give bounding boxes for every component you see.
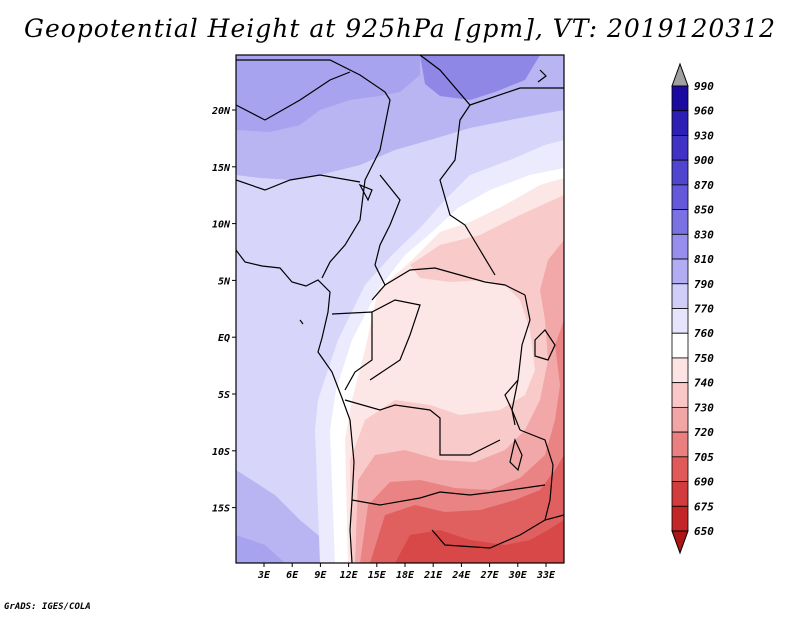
border-mali	[236, 71, 351, 121]
border-drc-east	[511, 294, 531, 431]
lon-label: 30E	[508, 570, 528, 581]
colorbar-label: 870	[694, 179, 714, 192]
colorbar-label: 790	[694, 278, 714, 291]
border-namibia-angola	[351, 484, 546, 506]
height-field	[236, 55, 564, 563]
colorbar-cell	[671, 110, 689, 136]
latitude-axis: 20N 15N 10N 5N EQ 5S 10S 15S	[211, 106, 236, 515]
lon-label: 27E	[480, 570, 500, 581]
border-angola	[344, 399, 501, 456]
longitude-axis: 3E 6E 9E 12E 15E 18E 21E 24E 27E 30E 33E	[257, 563, 556, 581]
colorbar-label: 930	[694, 129, 714, 142]
lake-malawi	[509, 438, 523, 472]
colorbar-label: 990	[694, 80, 714, 93]
colorbar-cell	[671, 431, 689, 458]
colorbar-cell	[671, 456, 689, 482]
lat-label: 20N	[211, 106, 231, 117]
colorbar-label: 690	[694, 476, 714, 489]
colorbar-label: 900	[694, 154, 714, 167]
border-niger-chad	[236, 59, 391, 279]
colorbar-cell	[671, 308, 689, 334]
colorbar-cell	[671, 505, 689, 532]
border-botswana	[431, 514, 564, 549]
field-band-830	[236, 55, 420, 132]
colorbar-cell	[671, 159, 689, 186]
lon-label: 24E	[451, 570, 471, 581]
colorbar-cell	[671, 382, 689, 408]
colorbar-label: 810	[694, 253, 714, 266]
lon-label: 9E	[314, 570, 327, 581]
chart-title: Geopotential Height at 925hPa [gpm], VT:…	[23, 14, 777, 43]
border-mozambique	[519, 429, 554, 521]
map-frame	[235, 54, 565, 564]
colorbar-cell	[671, 258, 689, 285]
lon-label: 21E	[423, 570, 443, 581]
colorbar-label: 730	[694, 401, 714, 414]
colorbar-cell	[671, 209, 689, 235]
border-niger-nigeria	[236, 174, 361, 191]
colorbar-top-arrow	[671, 62, 689, 87]
colorbar-cell	[671, 184, 689, 211]
lon-label: 18E	[396, 570, 415, 581]
field-band-690	[395, 520, 564, 563]
colorbar-label: 960	[694, 105, 714, 118]
colorbar-cell	[671, 406, 689, 433]
lake-chad	[358, 183, 373, 202]
colorbar-label: 705	[694, 451, 714, 464]
lon-label: 3E	[257, 570, 271, 581]
lon-label: 15E	[368, 570, 387, 581]
colorbar-label: 740	[694, 377, 714, 390]
lat-label: 5N	[218, 276, 231, 287]
lat-label: 15S	[212, 504, 230, 515]
border-gabon-congo	[331, 311, 373, 391]
field-band-830-sw	[236, 535, 285, 563]
lake-victoria	[534, 329, 556, 361]
colorbar-label: 750	[694, 352, 714, 365]
colorbar-cell	[671, 283, 689, 309]
lat-label: 10S	[212, 447, 230, 458]
colorbar-label: 850	[694, 204, 714, 217]
colorbar-cell	[671, 481, 689, 507]
colorbar-label: 650	[694, 525, 714, 538]
border-car	[384, 267, 526, 296]
coastline-west	[236, 249, 355, 563]
colorbar-label: 720	[694, 426, 714, 439]
field-band-810-sw	[236, 470, 345, 563]
lon-label: 12E	[340, 570, 359, 581]
colorbar-label: 830	[694, 228, 714, 241]
lake-tanganyika	[504, 379, 519, 426]
border-congo-drc	[369, 299, 421, 381]
colorbar-label: 675	[694, 500, 714, 513]
colorbar-label: 770	[694, 303, 714, 316]
colorbar-bottom-arrow	[671, 530, 689, 555]
colorbar-label: 760	[694, 327, 714, 340]
lat-label: EQ	[218, 333, 230, 344]
colorbar-cell	[671, 357, 689, 384]
lat-label: 5S	[218, 390, 230, 401]
colorbar-cell	[671, 233, 689, 260]
lat-label: 10N	[212, 220, 231, 231]
grads-credit: GrADS: IGES/COLA	[4, 602, 91, 612]
island-ne	[537, 69, 547, 83]
colorbar: 990 960 930 900 870 850 830 810 790 770 760 750 740 7…	[671, 62, 714, 555]
lon-label: 6E	[286, 570, 299, 581]
coastline-borders	[236, 55, 564, 563]
colorbar-cell	[671, 85, 689, 112]
lat-label: 15N	[212, 163, 231, 174]
colorbar-cell	[671, 332, 689, 359]
border-chad-sudan	[439, 104, 496, 276]
colorbar-cell	[671, 135, 689, 161]
island-bioko	[299, 319, 304, 325]
field-band-850	[420, 55, 540, 100]
lon-label: 33E	[536, 570, 556, 581]
